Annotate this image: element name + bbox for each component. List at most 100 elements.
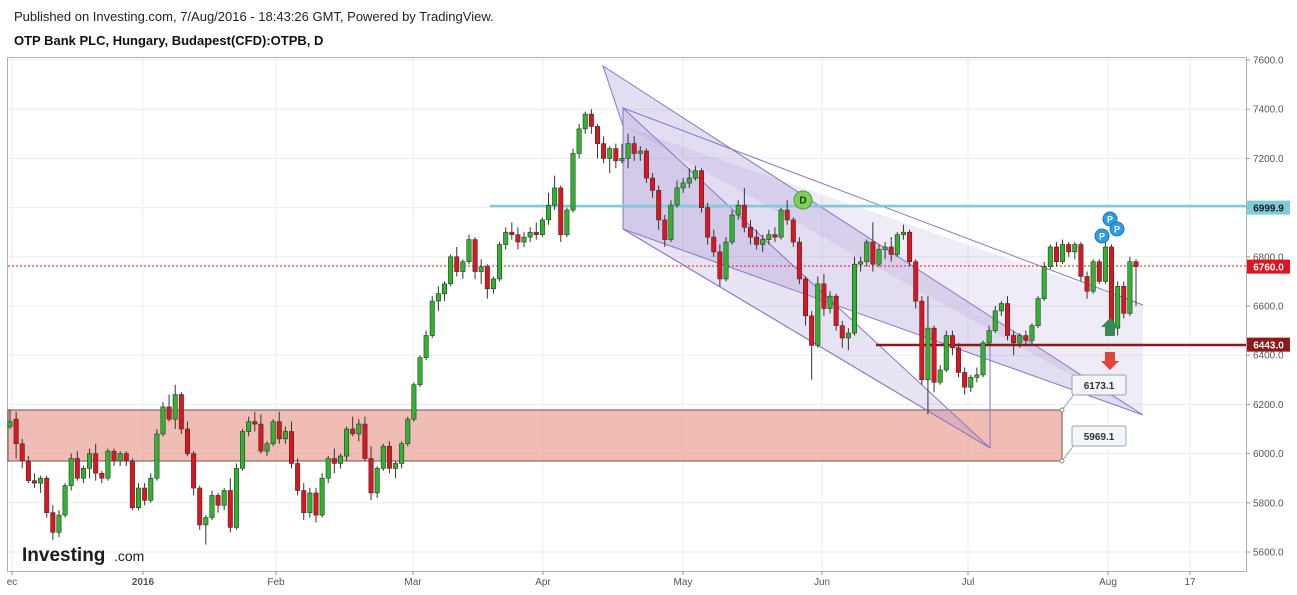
y-tick-label: 6200.0 <box>1253 400 1284 411</box>
candle-body <box>1053 246 1059 263</box>
candle <box>258 414 264 454</box>
candle-body <box>576 128 582 154</box>
y-tick-label: 6600.0 <box>1253 302 1284 313</box>
callout-anchor <box>1059 458 1065 464</box>
candle-body <box>25 460 31 481</box>
candle <box>637 146 643 161</box>
candle <box>705 202 711 245</box>
candle-body <box>533 231 539 235</box>
candle <box>943 330 949 373</box>
arrow-down-icon <box>1101 352 1119 370</box>
candle <box>441 281 447 302</box>
candle-body <box>870 241 876 265</box>
callout-pointer <box>1061 392 1076 411</box>
candle-body <box>117 453 123 462</box>
candle <box>99 470 105 484</box>
candle-body <box>631 143 637 154</box>
candle-body <box>460 261 466 272</box>
candle <box>723 237 729 282</box>
marker-label: P <box>1114 225 1120 235</box>
candle-body <box>325 458 331 479</box>
candle <box>643 148 649 183</box>
candle-body <box>882 246 888 250</box>
candle <box>184 421 190 457</box>
candle-body <box>656 190 662 221</box>
candle <box>344 426 350 461</box>
candle <box>619 143 625 164</box>
candle <box>601 136 607 164</box>
x-tick-label: Apr <box>535 577 551 588</box>
candle-body <box>1047 246 1053 267</box>
candle-body <box>454 256 460 272</box>
candle <box>503 227 509 250</box>
candle <box>215 492 221 513</box>
candle <box>178 392 184 434</box>
candle-body <box>331 458 337 464</box>
price-label-support: 6443.0 <box>1247 337 1290 352</box>
candle <box>31 473 37 489</box>
candle-body <box>803 278 809 317</box>
candle-body <box>998 303 1004 312</box>
price-label-box <box>1247 259 1290 274</box>
candle-body <box>851 263 857 334</box>
candle-body <box>772 234 778 238</box>
candle-body <box>686 177 692 184</box>
candle <box>809 310 815 380</box>
candle-body <box>956 347 962 373</box>
candle-body <box>393 463 399 469</box>
candle <box>80 465 86 484</box>
candle-body <box>87 453 93 469</box>
x-tick-label: 17 <box>1184 577 1196 588</box>
candle <box>166 394 172 422</box>
candle <box>227 478 233 533</box>
candle <box>380 443 386 471</box>
x-tick-label: 2016 <box>132 577 155 588</box>
candle <box>1115 281 1121 336</box>
candle <box>747 219 753 245</box>
candle <box>123 451 129 466</box>
candle-body <box>264 443 270 452</box>
candle <box>1060 239 1066 265</box>
candle <box>264 441 270 457</box>
candle-body <box>992 310 998 331</box>
marker-circle <box>793 190 813 210</box>
candle <box>111 448 117 466</box>
candle-body <box>1066 244 1072 253</box>
candle <box>117 451 123 466</box>
candle-body <box>937 369 943 383</box>
candle-body <box>429 300 435 336</box>
y-tick-label: 6800.0 <box>1253 252 1284 263</box>
candle-body <box>766 234 772 240</box>
candle <box>374 465 380 498</box>
candle <box>656 185 662 230</box>
candle-body <box>105 450 111 479</box>
candle-body <box>754 236 760 245</box>
candle-body <box>717 251 723 280</box>
price-labels: 6999.9 6760.0 6443.0 <box>1247 200 1290 352</box>
candle-body <box>99 472 105 479</box>
candle <box>833 293 839 331</box>
candle-body <box>478 266 484 272</box>
candle <box>319 473 325 518</box>
candle <box>919 296 925 385</box>
candle <box>1066 242 1072 257</box>
candle-body <box>699 170 705 208</box>
candle <box>949 330 955 356</box>
candle <box>50 505 56 540</box>
candle <box>815 276 821 348</box>
candle-body <box>1109 246 1115 329</box>
candle <box>594 123 600 159</box>
candle <box>509 222 515 240</box>
candle-body <box>197 487 203 526</box>
candle <box>962 367 968 395</box>
candle-body <box>362 423 368 459</box>
candle-body <box>680 182 686 189</box>
candle-body <box>178 394 184 430</box>
price-label-text: 6999.9 <box>1253 203 1284 214</box>
candle-body <box>1133 261 1139 267</box>
candle <box>497 242 503 282</box>
price-label-box <box>1247 337 1290 352</box>
candle-body <box>760 239 766 245</box>
candle <box>386 441 392 474</box>
